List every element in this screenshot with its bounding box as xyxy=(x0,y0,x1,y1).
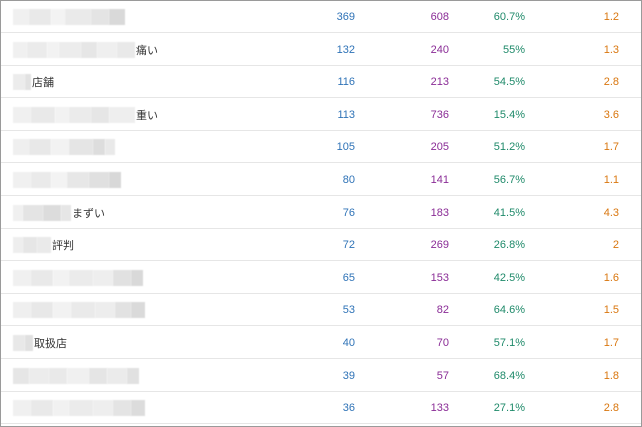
metric-4: 1.6 xyxy=(603,272,619,284)
metric-3-percent: 41.5% xyxy=(493,207,525,219)
metric-4: 3.6 xyxy=(603,109,619,121)
metric-2: 183 xyxy=(430,207,449,219)
keyword-cell xyxy=(13,1,126,33)
metric-4: 4.3 xyxy=(603,207,619,219)
metric-2: 205 xyxy=(430,141,449,153)
metric-3-percent: 60.7% xyxy=(493,11,525,23)
redacted-keyword xyxy=(13,6,125,28)
redacted-keyword xyxy=(13,234,51,256)
metric-1: 65 xyxy=(342,272,355,284)
metric-4: 1.1 xyxy=(603,174,619,186)
redacted-keyword xyxy=(13,397,145,419)
metric-2: 608 xyxy=(430,11,449,23)
metric-1: 40 xyxy=(342,337,355,349)
table-row[interactable]: 重い 113 736 15.4% 3.6 xyxy=(1,99,641,131)
keyword-cell xyxy=(13,131,116,163)
keyword-cell xyxy=(13,294,146,326)
metric-2: 141 xyxy=(430,174,449,186)
table-row[interactable]: 39 57 68.4% 1.8 xyxy=(1,360,641,392)
redacted-keyword xyxy=(13,39,135,61)
metric-3-percent: 54.5% xyxy=(493,76,525,88)
metric-3-percent: 42.5% xyxy=(493,272,525,284)
metric-4: 2 xyxy=(612,239,619,251)
metric-1: 113 xyxy=(337,109,355,121)
metric-3-percent: 68.4% xyxy=(493,370,525,382)
table-row[interactable]: 369 608 60.7% 1.2 xyxy=(1,1,641,33)
keyword-cell: まずい xyxy=(13,197,105,229)
metric-1: 105 xyxy=(336,141,355,153)
metric-1: 76 xyxy=(342,207,355,219)
keyword-cell xyxy=(13,164,122,196)
metric-3-percent: 26.8% xyxy=(493,239,525,251)
keyword-suffix: 評判 xyxy=(52,239,74,252)
metric-2: 240 xyxy=(430,44,449,56)
metric-3-percent: 15.4% xyxy=(493,109,525,121)
metric-4: 1.8 xyxy=(603,370,619,382)
table-row[interactable]: 店舗 116 213 54.5% 2.8 xyxy=(1,66,641,98)
redacted-keyword xyxy=(13,267,143,289)
keyword-cell xyxy=(13,262,144,294)
metric-4: 1.7 xyxy=(603,141,619,153)
metric-4: 2.8 xyxy=(603,76,619,88)
metric-3-percent: 64.6% xyxy=(493,304,525,316)
metric-4: 1.2 xyxy=(603,11,619,23)
metric-3-percent: 27.1% xyxy=(493,402,525,414)
keyword-suffix: 痛い xyxy=(136,44,158,57)
table-row[interactable]: 評判 72 269 26.8% 2 xyxy=(1,229,641,261)
metric-1: 116 xyxy=(337,76,355,88)
metric-2: 269 xyxy=(430,239,449,251)
metric-1: 132 xyxy=(336,44,355,56)
metric-1: 53 xyxy=(342,304,355,316)
metric-4: 2.8 xyxy=(603,402,619,414)
redacted-keyword xyxy=(13,71,31,93)
redacted-keyword xyxy=(13,202,71,224)
keyword-cell: 取扱店 xyxy=(13,327,67,359)
keyword-cell: 評判 xyxy=(13,229,74,261)
redacted-keyword xyxy=(13,365,139,387)
metric-1: 369 xyxy=(336,11,355,23)
keyword-suffix: まずい xyxy=(72,207,105,220)
keyword-suffix: 店舗 xyxy=(32,76,54,89)
redacted-keyword xyxy=(13,136,115,158)
table-row[interactable]: 痛い 132 240 55% 1.3 xyxy=(1,34,641,66)
metric-2: 70 xyxy=(436,337,449,349)
metric-2: 82 xyxy=(436,304,449,316)
metric-2: 133 xyxy=(430,402,449,414)
table-row[interactable]: まずい 76 183 41.5% 4.3 xyxy=(1,197,641,229)
metric-1: 80 xyxy=(342,174,355,186)
redacted-keyword xyxy=(13,104,135,126)
metric-3-percent: 55% xyxy=(502,44,525,56)
metric-1: 72 xyxy=(342,239,355,251)
metric-3-percent: 51.2% xyxy=(493,141,525,153)
table-row[interactable]: 36 133 27.1% 2.8 xyxy=(1,392,641,424)
keyword-cell: 重い xyxy=(13,99,158,131)
metric-1: 39 xyxy=(342,370,355,382)
metric-2: 153 xyxy=(430,272,449,284)
keyword-suffix: 重い xyxy=(136,109,158,122)
table-row[interactable]: 80 141 56.7% 1.1 xyxy=(1,164,641,196)
metric-2: 213 xyxy=(430,76,449,88)
metric-4: 1.7 xyxy=(603,337,619,349)
metric-2: 57 xyxy=(436,370,449,382)
metric-3-percent: 57.1% xyxy=(493,337,525,349)
keyword-cell xyxy=(13,392,146,424)
metric-4: 1.5 xyxy=(603,304,619,316)
metric-3-percent: 56.7% xyxy=(493,174,525,186)
metric-1: 36 xyxy=(342,402,355,414)
metric-4: 1.3 xyxy=(603,44,619,56)
table-row[interactable]: 105 205 51.2% 1.7 xyxy=(1,131,641,163)
table-row[interactable]: 65 153 42.5% 1.6 xyxy=(1,262,641,294)
redacted-keyword xyxy=(13,299,145,321)
redacted-keyword xyxy=(13,169,121,191)
metric-2: 736 xyxy=(430,109,449,121)
keyword-cell: 痛い xyxy=(13,34,158,66)
keyword-cell: 店舗 xyxy=(13,66,54,98)
table-row[interactable]: 取扱店 40 70 57.1% 1.7 xyxy=(1,327,641,359)
redacted-keyword xyxy=(13,332,33,354)
keyword-suffix: 取扱店 xyxy=(34,337,67,350)
keyword-cell xyxy=(13,360,140,392)
table-row[interactable]: 53 82 64.6% 1.5 xyxy=(1,294,641,326)
